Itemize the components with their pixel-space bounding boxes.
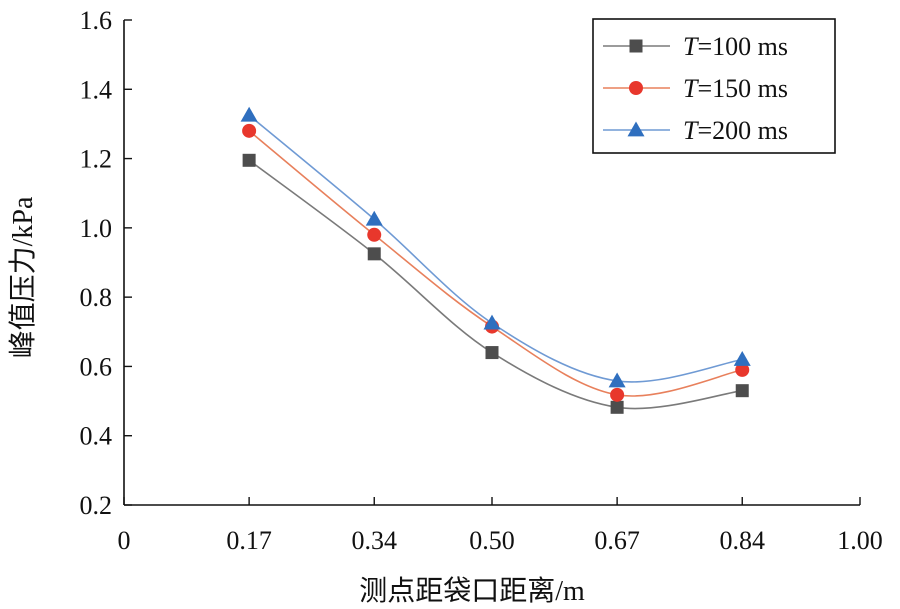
legend-marker bbox=[629, 81, 643, 95]
legend-label-value: =150 ms bbox=[697, 74, 788, 103]
y-tick-label: 1.6 bbox=[80, 6, 113, 35]
data-point bbox=[610, 387, 625, 402]
series-line bbox=[248, 159, 743, 410]
series-line bbox=[248, 114, 743, 383]
legend: T=100 msT=150 msT=200 ms bbox=[592, 18, 836, 154]
y-tick-label: 0.2 bbox=[80, 491, 113, 520]
data-point bbox=[240, 106, 258, 122]
y-tick-label: 0.4 bbox=[80, 422, 113, 451]
legend-label-variable: T bbox=[683, 74, 699, 103]
legend-item: T=150 ms bbox=[603, 74, 788, 103]
x-axis-title: 测点距袋口距离/m bbox=[359, 575, 585, 607]
y-tick-label: 1.0 bbox=[80, 214, 113, 243]
x-tick-label: 0 bbox=[118, 526, 131, 555]
series-layer bbox=[240, 106, 751, 414]
legend-marker bbox=[627, 121, 645, 137]
data-point bbox=[735, 384, 749, 398]
legend-label: T=100 ms bbox=[683, 32, 788, 61]
legend-label: T=200 ms bbox=[683, 116, 788, 145]
y-tick-label: 0.8 bbox=[80, 283, 113, 312]
data-point bbox=[735, 362, 750, 377]
data-point bbox=[242, 123, 257, 138]
data-point bbox=[733, 351, 751, 366]
y-axis: 0.2 0.4 0.6 0.8 1.0 1.2 1.4 1.6 bbox=[80, 6, 132, 520]
y-axis-title: 峰值压力/kPa bbox=[7, 196, 39, 358]
y-tick-label: 1.2 bbox=[80, 145, 113, 174]
series-3 bbox=[240, 106, 751, 388]
y-tick-label: 0.6 bbox=[80, 352, 113, 381]
legend-label-value: =100 ms bbox=[697, 32, 788, 61]
x-axis: 0 0.17 0.34 0.50 0.67 0.84 1.00 bbox=[118, 497, 883, 555]
legend-marker bbox=[629, 39, 643, 53]
legend-item: T=100 ms bbox=[603, 32, 788, 61]
data-point bbox=[365, 210, 383, 226]
x-tick-label: 0.50 bbox=[469, 526, 515, 555]
data-point bbox=[367, 227, 382, 242]
legend-item: T=200 ms bbox=[603, 116, 788, 145]
data-point bbox=[610, 400, 624, 414]
data-point bbox=[242, 153, 256, 167]
x-tick-label: 0.17 bbox=[226, 526, 272, 555]
series-2 bbox=[242, 123, 750, 402]
data-point bbox=[483, 314, 501, 330]
x-tick-label: 0.67 bbox=[594, 526, 640, 555]
data-point bbox=[608, 372, 626, 388]
legend-label-variable: T bbox=[683, 32, 699, 61]
data-point bbox=[485, 346, 499, 360]
x-tick-label: 1.00 bbox=[837, 526, 883, 555]
legend-label: T=150 ms bbox=[683, 74, 788, 103]
legend-label-variable: T bbox=[683, 116, 699, 145]
x-tick-label: 0.84 bbox=[719, 526, 765, 555]
legend-label-value: =200 ms bbox=[697, 116, 788, 145]
data-point bbox=[367, 247, 381, 261]
y-tick-label: 1.4 bbox=[80, 75, 113, 104]
series-1 bbox=[242, 153, 749, 414]
x-tick-label: 0.34 bbox=[351, 526, 397, 555]
